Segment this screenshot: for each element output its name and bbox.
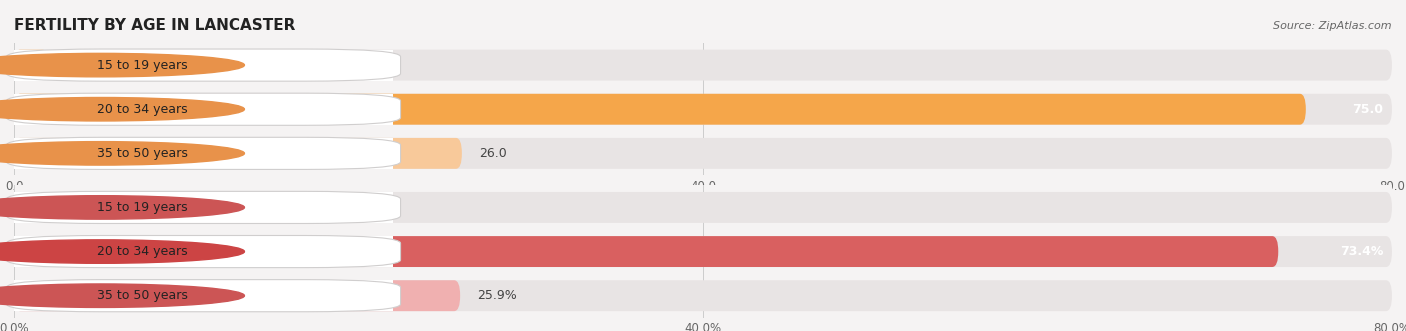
Text: 0.68%: 0.68% xyxy=(44,201,83,214)
FancyBboxPatch shape xyxy=(14,192,1392,223)
FancyBboxPatch shape xyxy=(14,236,1278,267)
Text: Source: ZipAtlas.com: Source: ZipAtlas.com xyxy=(1274,21,1392,31)
Text: 15 to 19 years: 15 to 19 years xyxy=(97,59,188,71)
FancyBboxPatch shape xyxy=(7,93,401,125)
FancyBboxPatch shape xyxy=(14,138,1392,169)
FancyBboxPatch shape xyxy=(7,191,401,223)
Text: 26.0: 26.0 xyxy=(479,147,506,160)
FancyBboxPatch shape xyxy=(14,94,1392,125)
Text: 75.0: 75.0 xyxy=(1353,103,1384,116)
FancyBboxPatch shape xyxy=(14,50,1392,80)
FancyBboxPatch shape xyxy=(7,235,401,268)
FancyBboxPatch shape xyxy=(14,94,1306,125)
Circle shape xyxy=(0,240,245,263)
FancyBboxPatch shape xyxy=(14,50,48,80)
FancyBboxPatch shape xyxy=(7,137,401,169)
Text: 25.9%: 25.9% xyxy=(478,289,517,302)
Text: 15 to 19 years: 15 to 19 years xyxy=(97,201,188,214)
Text: 20 to 34 years: 20 to 34 years xyxy=(97,103,188,116)
FancyBboxPatch shape xyxy=(14,138,463,169)
Text: 73.4%: 73.4% xyxy=(1340,245,1384,258)
FancyBboxPatch shape xyxy=(14,192,27,223)
Text: 35 to 50 years: 35 to 50 years xyxy=(97,289,188,302)
Circle shape xyxy=(0,53,245,77)
FancyBboxPatch shape xyxy=(14,280,460,311)
Circle shape xyxy=(0,142,245,165)
Text: 20 to 34 years: 20 to 34 years xyxy=(97,245,188,258)
Text: 2.0: 2.0 xyxy=(66,59,86,71)
FancyBboxPatch shape xyxy=(7,280,401,312)
Circle shape xyxy=(0,98,245,121)
FancyBboxPatch shape xyxy=(7,49,401,81)
Circle shape xyxy=(0,284,245,307)
Text: FERTILITY BY AGE IN LANCASTER: FERTILITY BY AGE IN LANCASTER xyxy=(14,18,295,33)
Text: 35 to 50 years: 35 to 50 years xyxy=(97,147,188,160)
Circle shape xyxy=(0,196,245,219)
FancyBboxPatch shape xyxy=(14,280,1392,311)
FancyBboxPatch shape xyxy=(14,236,1392,267)
